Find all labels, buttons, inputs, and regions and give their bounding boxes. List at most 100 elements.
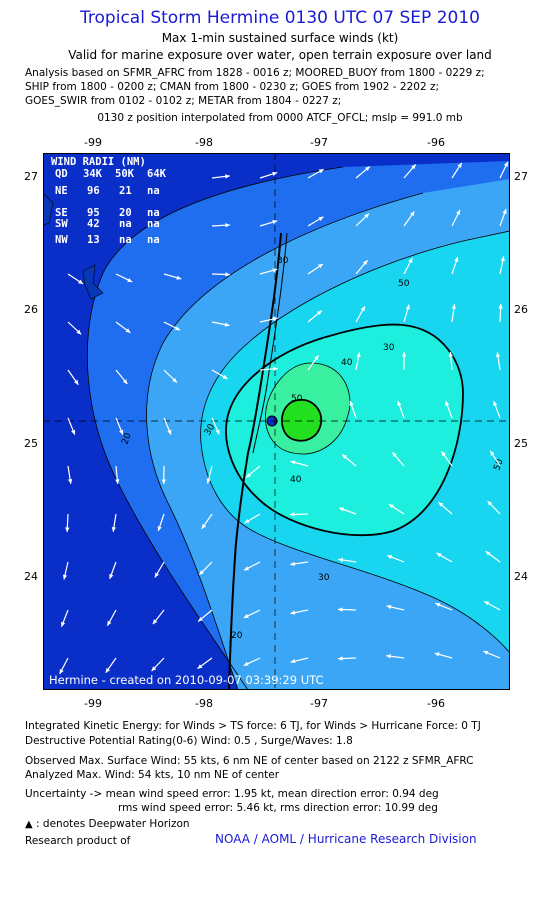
- lon-tick-bottom: -97: [310, 697, 328, 710]
- wind-radii-cell: SW: [55, 218, 68, 230]
- wind-vector-arrowhead: [338, 607, 343, 612]
- wind-radii-cell: na: [147, 234, 160, 246]
- wind-vector-arrowhead: [457, 162, 462, 168]
- wind-band-60: [281, 399, 322, 441]
- wind-vector-arrowhead: [435, 602, 441, 607]
- wind-vectors: [59, 161, 509, 675]
- wind-field-map: 20 30 40 50 30 40 50 30 50 20 30 WIND RA…: [43, 153, 510, 690]
- wind-vector-arrowhead: [445, 401, 450, 407]
- wind-vector-arrowhead: [73, 379, 79, 385]
- wind-vector-arrowhead: [493, 401, 498, 407]
- wind-radii-cell: na: [119, 218, 132, 230]
- wind-vector-arrowhead: [448, 352, 453, 357]
- wind-radii-header: 34K: [83, 168, 103, 180]
- wind-vector-arrowhead: [61, 621, 66, 627]
- wind-vector-arrowhead: [349, 400, 354, 406]
- wind-vector-arrowhead: [405, 304, 410, 310]
- wind-vector-arrowhead: [314, 355, 319, 361]
- wind-vector-arrowhead: [244, 518, 250, 524]
- wind-vector-arrowhead: [215, 429, 220, 435]
- wind-vector-arrowhead: [387, 555, 393, 560]
- contour-line-34kt: [225, 323, 464, 537]
- wind-radii-title: WIND RADII (NM): [51, 156, 146, 168]
- wind-vector-arrowhead: [105, 667, 111, 673]
- wind-vector-arrowhead: [362, 260, 368, 266]
- lat-tick-right: 26: [514, 303, 528, 316]
- wind-radii-cell: 95: [87, 207, 100, 219]
- wind-vector-arrowhead: [411, 164, 416, 170]
- credit-link[interactable]: NOAA / AOML / Hurricane Research Divisio…: [215, 832, 477, 846]
- wind-vector-arrowhead: [154, 572, 160, 578]
- wind-vector-arrowhead: [290, 610, 296, 615]
- lat-tick-right: 27: [514, 170, 528, 183]
- wind-vector-arrowhead: [408, 258, 413, 264]
- wind-vector-arrowhead: [78, 279, 84, 284]
- wind-radii-header: 64K: [147, 168, 167, 180]
- wind-vector-arrowhead: [272, 316, 278, 322]
- contour-line-20: [87, 166, 344, 690]
- lon-tick-top: -97: [310, 136, 328, 149]
- creation-note: Hermine - created on 2010-09-07 03:39:29…: [49, 673, 324, 687]
- wind-vector-arrowhead: [318, 216, 324, 221]
- wind-vector-arrowhead: [225, 223, 230, 228]
- wind-vector-arrowhead: [62, 574, 68, 580]
- wind-vector-arrowhead: [152, 619, 158, 625]
- wind-vector-arrowhead: [485, 551, 491, 556]
- wind-vector-arrowhead: [364, 166, 370, 172]
- wind-vector-arrowhead: [111, 526, 117, 532]
- contour-label: 30: [318, 573, 330, 583]
- wind-vector-arrowhead: [127, 277, 133, 282]
- wind-vector-arrowhead: [172, 377, 177, 383]
- wind-vector-arrowhead: [201, 523, 207, 529]
- wind-vector-arrowhead: [71, 429, 76, 435]
- map-frame: [43, 153, 510, 690]
- analysis-line-1: Analysis based on SFMR_AFRC from 1828 - …: [25, 67, 485, 79]
- wind-radii-cell: NE: [55, 185, 68, 197]
- wind-vector-arrowhead: [316, 310, 322, 316]
- wind-vector-arrowhead: [339, 507, 345, 512]
- research-product-line: Research product of: [25, 835, 131, 847]
- lon-tick-bottom: -99: [84, 697, 102, 710]
- wind-vector-arrowhead: [397, 401, 402, 407]
- wind-radii-header: QD: [55, 168, 68, 180]
- wind-vector-arrowhead: [246, 472, 252, 478]
- wind-vector-arrowhead: [434, 652, 440, 657]
- wind-vector-arrowhead: [273, 366, 278, 372]
- map-subtitle: Max 1-min sustained surface winds (kt): [161, 31, 399, 45]
- contour-label: 50: [291, 394, 303, 404]
- wind-vector-arrowhead: [495, 352, 501, 357]
- observed-max-line: Observed Max. Surface Wind: 55 kts, 6 nm…: [25, 755, 474, 767]
- lon-tick-bottom: -96: [427, 697, 445, 710]
- wind-vector-arrowhead: [225, 272, 230, 277]
- uncertainty-line-1: Uncertainty -> mean wind speed error: 1.…: [25, 788, 439, 800]
- wind-vector-arrowhead: [454, 256, 459, 262]
- contour-line-30-east: [200, 230, 510, 654]
- wind-vector-arrowhead: [386, 654, 391, 659]
- wind-vector-arrowhead: [125, 328, 131, 333]
- ike-line: Integrated Kinetic Energy: for Winds > T…: [25, 720, 481, 732]
- wind-vector-arrowhead: [243, 661, 249, 666]
- wind-vector-arrowhead: [338, 557, 343, 563]
- wind-vector-arrowhead: [456, 209, 461, 215]
- contour-label: 20: [120, 432, 133, 446]
- wind-vector-arrowhead: [119, 429, 124, 435]
- analyzed-max-line: Analyzed Max. Wind: 54 kts, 10 nm NE of …: [25, 769, 280, 781]
- wind-vector-arrowhead: [244, 566, 250, 571]
- wind-vector-arrowhead: [197, 664, 203, 669]
- analysis-line-3: GOES_SWIR from 0102 - 0102 z; METAR from…: [25, 95, 342, 107]
- wind-vector-arrowhead: [59, 668, 64, 674]
- wind-vector-arrowhead: [317, 263, 323, 269]
- contour-label: 30: [277, 256, 289, 266]
- deepwater-legend-text: : denotes Deepwater Horizon: [36, 818, 190, 830]
- wind-radii-cell: 20: [119, 207, 132, 219]
- wind-vector-arrowhead: [122, 379, 128, 384]
- wind-vector-arrowhead: [388, 504, 394, 509]
- wind-vector-arrowhead: [151, 666, 157, 672]
- contour-line-50kt: [281, 399, 323, 442]
- wind-vector-arrowhead: [199, 570, 205, 575]
- lat-tick-right: 24: [514, 570, 528, 583]
- wind-vector-arrowhead: [161, 479, 166, 484]
- wind-vector-arrowhead: [225, 174, 230, 179]
- lat-tick-left: 27: [24, 170, 38, 183]
- wind-vector-arrowhead: [483, 650, 489, 655]
